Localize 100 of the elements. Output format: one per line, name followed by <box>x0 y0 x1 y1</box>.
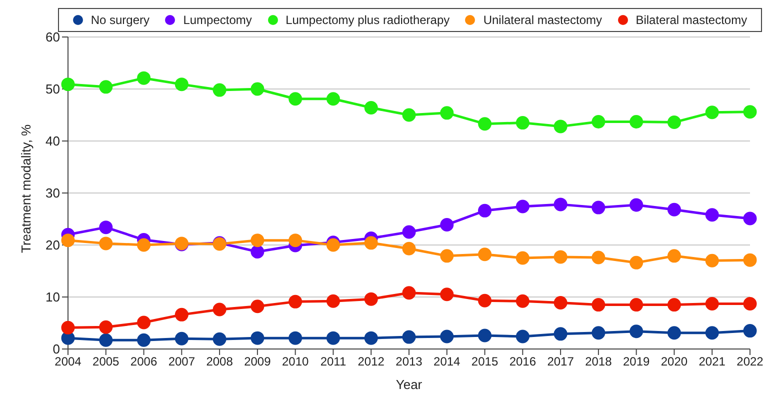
x-axis-title: Year <box>396 377 423 392</box>
point <box>402 330 416 344</box>
point <box>212 332 226 346</box>
y-tick-label: 0 <box>52 342 60 357</box>
x-tick-label: 2011 <box>320 354 346 369</box>
point <box>592 115 606 129</box>
point <box>554 198 568 212</box>
point <box>630 324 644 338</box>
point <box>364 331 378 345</box>
x-tick-label: 2014 <box>434 354 461 369</box>
y-tick-label: 20 <box>46 238 60 253</box>
point <box>364 236 378 250</box>
point <box>99 80 113 94</box>
y-tick-label: 40 <box>46 134 60 149</box>
x-tick-label: 2007 <box>168 354 196 369</box>
point <box>288 92 302 106</box>
point <box>592 200 606 214</box>
point <box>554 296 568 310</box>
point <box>705 106 719 120</box>
point <box>402 286 416 300</box>
point <box>137 333 151 347</box>
point <box>326 331 340 345</box>
point <box>61 78 75 92</box>
point <box>743 253 757 267</box>
point <box>478 117 492 131</box>
point <box>705 297 719 311</box>
point <box>137 71 151 85</box>
point <box>137 316 151 330</box>
x-tick-label: 2022 <box>736 354 764 369</box>
point <box>250 82 264 96</box>
point <box>592 250 606 264</box>
x-tick-label: 2019 <box>622 354 650 369</box>
x-tick-label: 2012 <box>358 354 385 369</box>
x-tick-label: 2016 <box>509 354 536 369</box>
point <box>288 294 302 308</box>
point <box>478 328 492 342</box>
legend-label: Bilateral mastectomy <box>634 13 748 27</box>
point <box>516 251 530 265</box>
x-tick-label: 2009 <box>244 354 272 369</box>
point <box>667 116 681 130</box>
point <box>402 242 416 256</box>
point <box>212 83 226 97</box>
point <box>440 106 454 120</box>
point <box>137 238 151 252</box>
point <box>99 333 113 347</box>
point <box>174 332 188 346</box>
point <box>478 204 492 218</box>
point <box>99 320 113 334</box>
point <box>288 234 302 248</box>
x-tick-label: 2020 <box>660 354 688 369</box>
point <box>250 234 264 248</box>
x-tick-label: 2008 <box>206 354 234 369</box>
point <box>212 302 226 316</box>
x-tick-label: 2004 <box>54 354 82 369</box>
point <box>630 298 644 312</box>
point <box>630 256 644 270</box>
y-tick-label: 60 <box>46 30 60 45</box>
point <box>250 245 264 259</box>
x-tick-label: 2006 <box>130 354 158 369</box>
point <box>554 327 568 341</box>
point <box>592 298 606 312</box>
point <box>554 250 568 264</box>
point <box>743 297 757 311</box>
point <box>705 208 719 222</box>
point <box>592 326 606 340</box>
point <box>402 225 416 239</box>
y-axis-title: Treatment modality, % <box>18 124 34 253</box>
legend-label: Lumpectomy plus radiotherapy <box>284 13 450 27</box>
point <box>250 331 264 345</box>
point <box>326 92 340 106</box>
point <box>516 200 530 214</box>
x-tick-label: 2017 <box>547 354 574 369</box>
point <box>326 238 340 252</box>
point <box>554 120 568 134</box>
point <box>743 324 757 338</box>
legend-label: No surgery <box>90 13 150 27</box>
point <box>667 326 681 340</box>
point <box>61 234 75 248</box>
point <box>667 298 681 312</box>
x-tick-label: 2010 <box>282 354 310 369</box>
x-tick-label: 2018 <box>585 354 612 369</box>
point <box>478 248 492 262</box>
point <box>440 218 454 232</box>
point <box>440 330 454 344</box>
point <box>705 326 719 340</box>
point <box>743 105 757 119</box>
point <box>326 294 340 308</box>
y-tick-label: 10 <box>46 290 60 305</box>
point <box>174 78 188 92</box>
point <box>402 108 416 122</box>
point <box>61 320 75 334</box>
point <box>667 202 681 216</box>
point <box>288 331 302 345</box>
legend-label: Unilateral mastectomy <box>482 13 602 27</box>
y-tick-label: 30 <box>46 186 60 201</box>
point <box>630 115 644 129</box>
point <box>364 100 378 114</box>
point <box>516 116 530 130</box>
x-tick-label: 2015 <box>471 354 498 369</box>
point <box>743 212 757 226</box>
